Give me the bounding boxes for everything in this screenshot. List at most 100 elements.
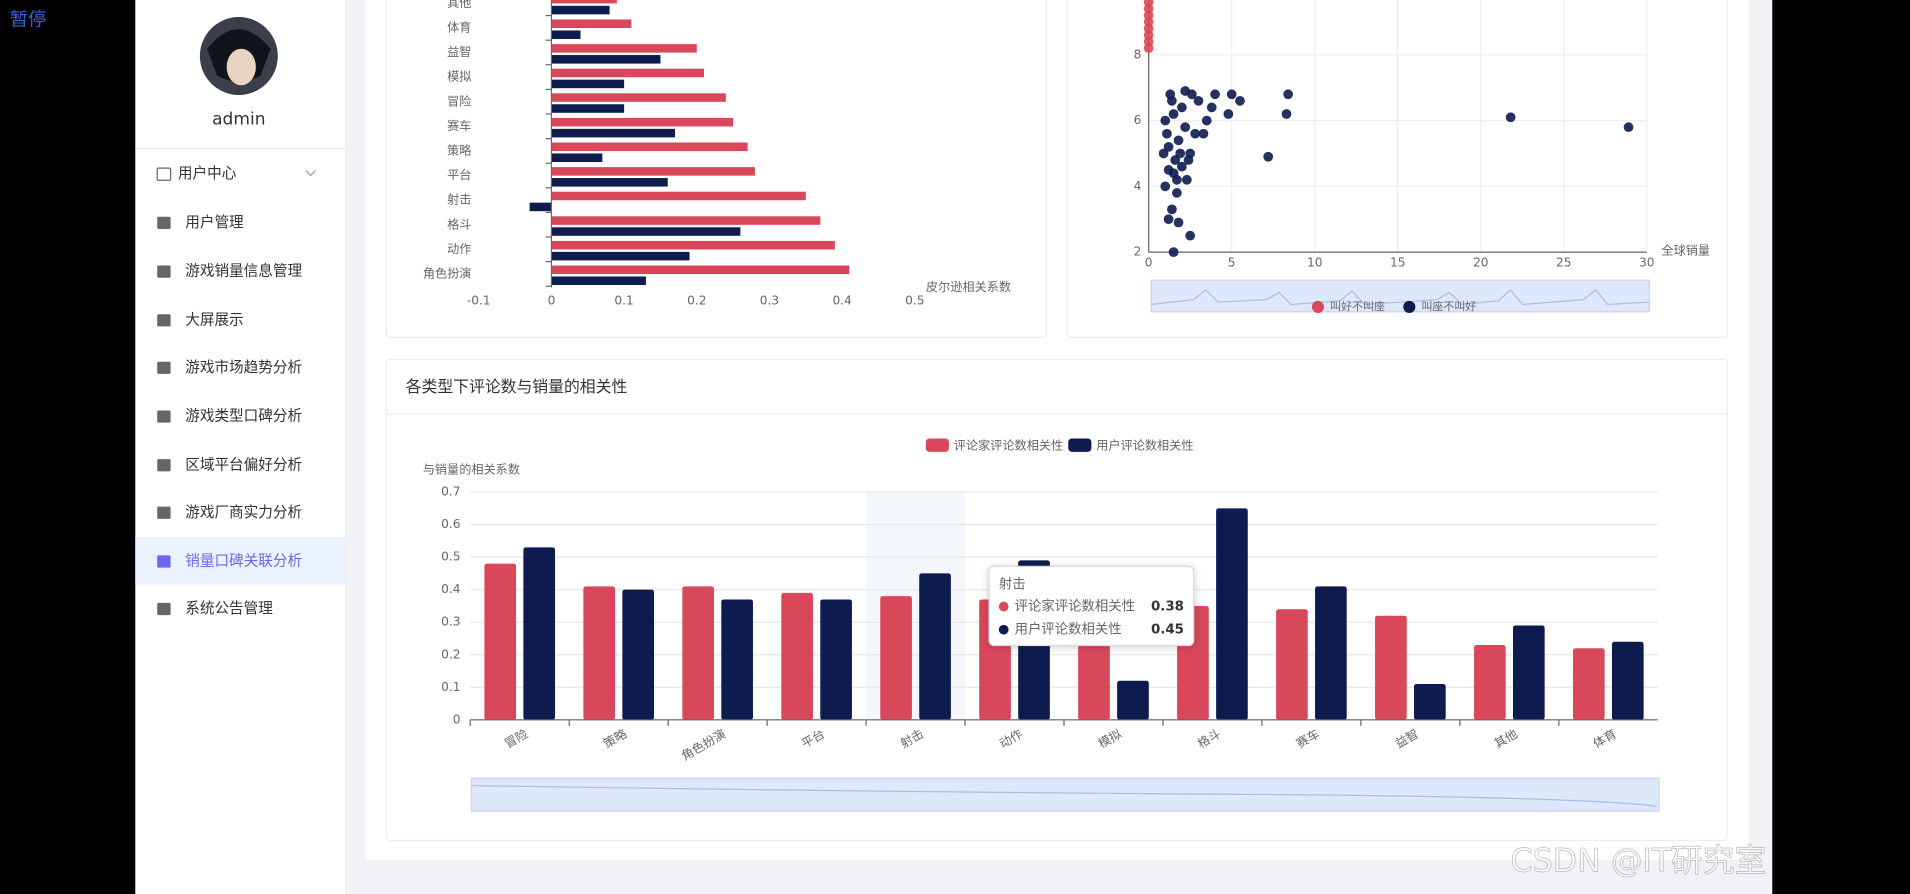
menu-item[interactable]: 用户管理 [185,214,244,231]
point [1176,161,1187,172]
menu-item[interactable]: 系统公告管理 [185,600,273,617]
bar [551,178,668,187]
menu-icon [157,361,171,374]
bar [551,191,806,201]
legend-swatch[interactable] [1068,438,1092,452]
point [1175,148,1186,159]
point [1263,151,1274,162]
legend-swatch[interactable] [1311,300,1325,314]
y-tick-label: 射击 [447,192,471,207]
x-tick-label: 0.1 [614,293,633,307]
menu-icon [157,216,171,229]
bar [1315,586,1347,720]
y-tick-label: 0.2 [441,647,460,661]
y-tick-label: 益智 [447,44,471,59]
menu-item[interactable]: 游戏市场趋势分析 [185,359,302,376]
y-tick-label: 0.6 [441,517,460,531]
y-tick-label: 0.7 [441,485,460,499]
legend-label[interactable]: 评论家评论数相关性 [954,437,1063,452]
x-tick-label: 0.5 [905,293,924,307]
legend-label[interactable]: 叫座不叫好 [1421,299,1476,313]
point [1235,95,1245,106]
point [1163,165,1174,175]
menu-item[interactable]: 销量口碑关联分析 [185,552,302,569]
x-tick-label: 25 [1556,256,1571,270]
point [1176,102,1187,113]
menu-icon [157,602,171,616]
bar [551,153,603,162]
tooltip-title: 射击 [999,577,1026,593]
legend-swatch[interactable] [1403,300,1416,314]
point [1163,214,1174,225]
bar [1512,625,1545,720]
bar [551,142,748,152]
legend-label[interactable]: 叫好不叫座 [1330,299,1385,313]
bar [1117,680,1149,720]
zoom-slider[interactable] [470,777,1660,812]
x-tick-label: 20 [1473,256,1488,270]
x-tick-label: 10 [1307,256,1322,270]
x-tick-label: 0.4 [832,293,852,307]
pause-label[interactable]: 暂停 [10,10,47,31]
bar [529,202,552,212]
legend-swatch[interactable] [925,438,949,452]
menu-item[interactable]: 区域平台偏好分析 [185,456,302,473]
y-tick-label: 体育 [447,20,471,35]
menu-item[interactable]: 游戏类型口碑分析 [185,408,302,425]
bar [551,227,741,236]
bar [583,586,616,720]
y-tick-label: 4 [1134,179,1142,193]
point [1160,181,1171,192]
tooltip-value: 0.45 [1151,623,1184,638]
tooltip-value: 0.38 [1151,600,1184,615]
bar [820,599,852,720]
username: admin [212,109,265,129]
point [1223,109,1234,119]
point [1160,115,1171,126]
point [1180,122,1191,133]
y-tick-label: 6 [1134,113,1142,127]
bar [551,104,625,113]
y-tick-label: 模拟 [447,70,471,84]
y-tick-label: 冒险 [447,93,471,108]
menu-icon [157,265,171,278]
point [1167,95,1177,106]
point [1190,128,1201,139]
y-tick-label: 格斗 [447,216,471,231]
chevron [305,170,316,177]
menu-item[interactable]: 大屏展示 [185,311,243,328]
y-tick-label: 平台 [447,167,471,182]
tooltip-name: 用户评论数相关性 [1015,621,1122,638]
y-tick-label: 其他 [447,0,471,10]
menu-item[interactable]: 游戏销量信息管理 [185,263,302,280]
bar [880,596,912,720]
point [1206,102,1217,113]
x-tick-label: 15 [1390,256,1405,270]
menu-icon [156,167,172,181]
y-tick-label: 0.1 [441,680,460,694]
point [1198,128,1209,139]
bar [551,19,632,29]
point [1173,217,1184,228]
tooltip-swatch [998,624,1009,635]
legend-label[interactable]: 用户评论数相关性 [1096,437,1193,452]
bar [919,573,951,720]
menu-item[interactable]: 游戏厂商实力分析 [185,504,302,521]
bar [551,55,661,64]
point [1162,128,1172,139]
bar [551,240,835,250]
bar [551,117,734,127]
point [1143,0,1154,8]
zoom-slider[interactable] [1150,279,1650,313]
y-tick-label: 0.5 [441,550,460,564]
menu-item[interactable]: 用户中心 [178,165,237,182]
bar [484,563,517,720]
bar [523,547,556,720]
axis-title: 与销量的相关系数 [423,462,520,477]
y-tick-label: 2 [1134,245,1142,259]
bar [551,276,646,286]
